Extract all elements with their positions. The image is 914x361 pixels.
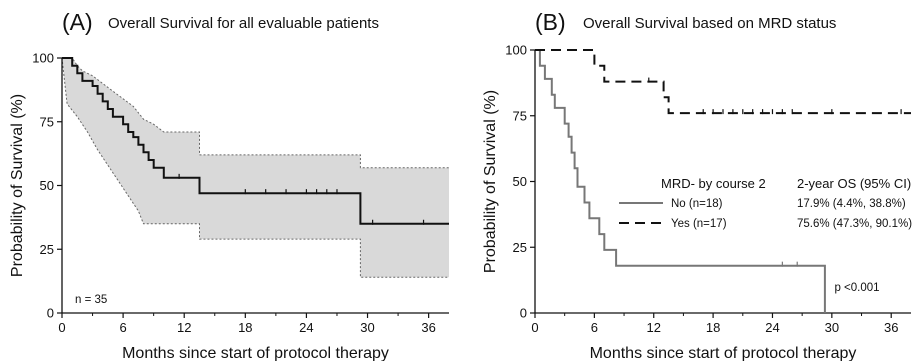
x-tick-label: 36 [884, 320, 898, 335]
x-tick-label: 18 [706, 320, 720, 335]
x-axis-label: Months since start of protocol therapy [122, 345, 389, 361]
legend-os-1: 17.9% (4.4%, 38.8%) [797, 198, 906, 210]
p-value-label: p <0.001 [834, 282, 879, 294]
x-tick-label: 0 [531, 320, 538, 335]
x-tick-label: 36 [421, 320, 435, 335]
x-tick-label: 18 [238, 320, 252, 335]
ci-upper-bound [62, 57, 449, 169]
x-tick-label: 30 [825, 320, 839, 335]
legend-entry-1: No (n=18) [671, 198, 723, 210]
y-tick-label: 25 [40, 242, 54, 257]
y-tick-label: 75 [513, 108, 527, 123]
y-tick-label: 50 [513, 174, 527, 189]
survival-curve-1 [535, 49, 826, 313]
panel-a-overall-survival: (A) Overall Survival for all evaluable p… [9, 9, 449, 361]
legend-entry-2: Yes (n=17) [671, 218, 727, 230]
x-tick-label: 12 [177, 320, 191, 335]
legend-stat-heading: 2-year OS (95% CI) [797, 176, 911, 191]
y-tick-label: 25 [513, 240, 527, 255]
y-axis-label: Probability of Survival (%) [482, 90, 499, 273]
x-axis-label: Months since start of protocol therapy [590, 345, 857, 361]
x-tick-label: 24 [765, 320, 779, 335]
x-tick-label: 12 [647, 320, 661, 335]
panel-b-label: (B) [535, 9, 566, 35]
sample-size-label: n = 35 [75, 294, 107, 306]
y-tick-label: 75 [40, 114, 54, 129]
y-axis-label: Probability of Survival (%) [9, 94, 26, 277]
x-tick-label: 6 [591, 320, 598, 335]
y-tick-label: 100 [32, 51, 54, 66]
x-tick-label: 6 [119, 320, 126, 335]
y-tick-label: 100 [505, 43, 527, 58]
panel-a-title: Overall Survival for all evaluable patie… [108, 15, 379, 32]
ci-lower-bound [61, 57, 449, 278]
x-tick-label: 24 [299, 320, 313, 335]
x-tick-label: 0 [58, 320, 65, 335]
legend-os-2: 75.6% (47.3%, 90.1%) [797, 218, 912, 230]
panel-b-survival-by-mrd: (B) Overall Survival based on MRD status… [482, 9, 912, 361]
panel-a-label: (A) [62, 9, 93, 35]
panel-b-title: Overall Survival based on MRD status [583, 15, 836, 32]
x-tick-label: 30 [360, 320, 374, 335]
confidence-band [62, 58, 449, 278]
legend-heading: MRD- by course 2 [661, 176, 766, 191]
y-tick-label: 0 [47, 306, 54, 321]
y-tick-label: 50 [40, 178, 54, 193]
survival-curve-2 [535, 49, 911, 115]
y-tick-label: 0 [520, 306, 527, 321]
survival-curve-1 [62, 57, 449, 225]
